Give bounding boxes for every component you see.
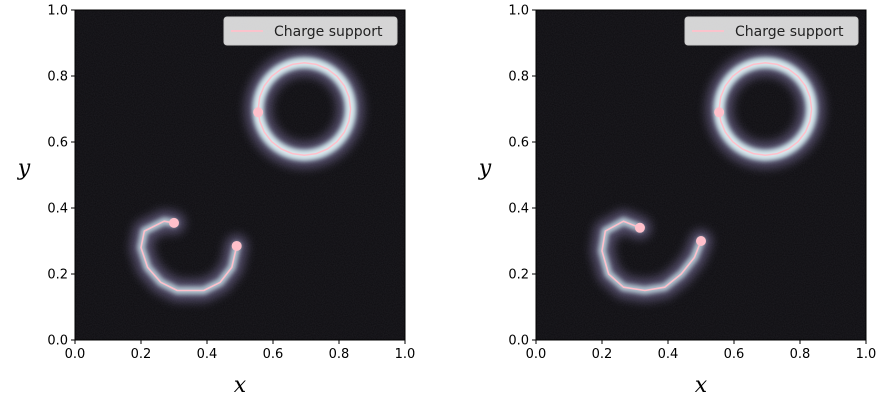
x-tick-label: 0.0 (526, 347, 547, 362)
legend-box (684, 16, 859, 46)
legend-label: Charge support (735, 24, 844, 40)
legend: Charge support (223, 16, 398, 46)
y-ticks: 0.0 0.2 0.4 0.6 0.8 1.0 (47, 4, 75, 349)
y-tick-label: 1.0 (508, 4, 529, 19)
x-tick-label: 0.8 (790, 347, 811, 362)
y-axis-label: y (478, 156, 492, 181)
x-tick-label: 0.4 (658, 347, 679, 362)
noise-overlay (75, 10, 405, 340)
x-tick-label: 1.0 (395, 347, 416, 362)
x-axis-label: x (695, 373, 708, 398)
legend-label: Charge support (274, 24, 383, 40)
legend: Charge support (684, 16, 859, 46)
ring-marker (253, 107, 264, 118)
x-axis-label: x (234, 373, 247, 398)
x-tick-label: 1.0 (856, 347, 877, 362)
y-tick-label: 0.6 (508, 136, 529, 151)
x-tick-label: 0.4 (197, 347, 218, 362)
y-tick-label: 1.0 (47, 4, 68, 19)
y-tick-label: 0.2 (508, 268, 529, 283)
chart-panel-left: 0.0 0.2 0.4 0.6 0.8 1.0 0.00.20.40.60.81.0 x … (17, 4, 416, 399)
arc-endpoint-0 (169, 217, 179, 228)
y-axis-label: y (17, 156, 31, 181)
x-tick-label: 0.2 (131, 347, 152, 362)
x-tick-label: 0.6 (724, 347, 745, 362)
y-tick-label: 0.2 (47, 268, 68, 283)
x-tick-label: 0.8 (329, 347, 350, 362)
y-tick-label: 0.4 (508, 202, 529, 217)
plot-frame (535, 9, 867, 341)
arc-support-line (140, 220, 238, 292)
chart-panel-right: 0.0 0.2 0.4 0.6 0.8 1.0 0.00.20.40.60.81.0 x … (478, 4, 877, 399)
x-tick-label: 0.2 (592, 347, 613, 362)
y-ticks: 0.0 0.2 0.4 0.6 0.8 1.0 (508, 4, 536, 349)
legend-box (223, 16, 398, 46)
ring-marker (714, 107, 725, 118)
x-tick-label: 0.0 (65, 347, 86, 362)
y-tick-label: 0.4 (47, 202, 68, 217)
endpoint-markers (634, 107, 725, 246)
plot-frame (74, 9, 406, 341)
x-tick-label: 0.6 (263, 347, 284, 362)
y-tick-label: 0.8 (508, 70, 529, 85)
arc-endpoint-1 (696, 236, 706, 246)
arc-endpoint-0 (634, 222, 645, 233)
y-tick-label: 0.0 (508, 334, 529, 349)
arc-endpoint-1 (231, 240, 242, 251)
y-tick-label: 0.6 (47, 136, 68, 151)
noise-overlay (536, 10, 866, 340)
endpoint-markers (169, 107, 264, 251)
y-tick-label: 0.0 (47, 334, 68, 349)
arc-support-line (601, 220, 702, 292)
x-ticks: 0.0 0.2 0.4 0.6 0.8 1.0 (65, 340, 416, 362)
y-tick-label: 0.8 (47, 70, 68, 85)
x-ticks: 0.0 0.2 0.4 0.6 0.8 1.0 (526, 340, 877, 362)
